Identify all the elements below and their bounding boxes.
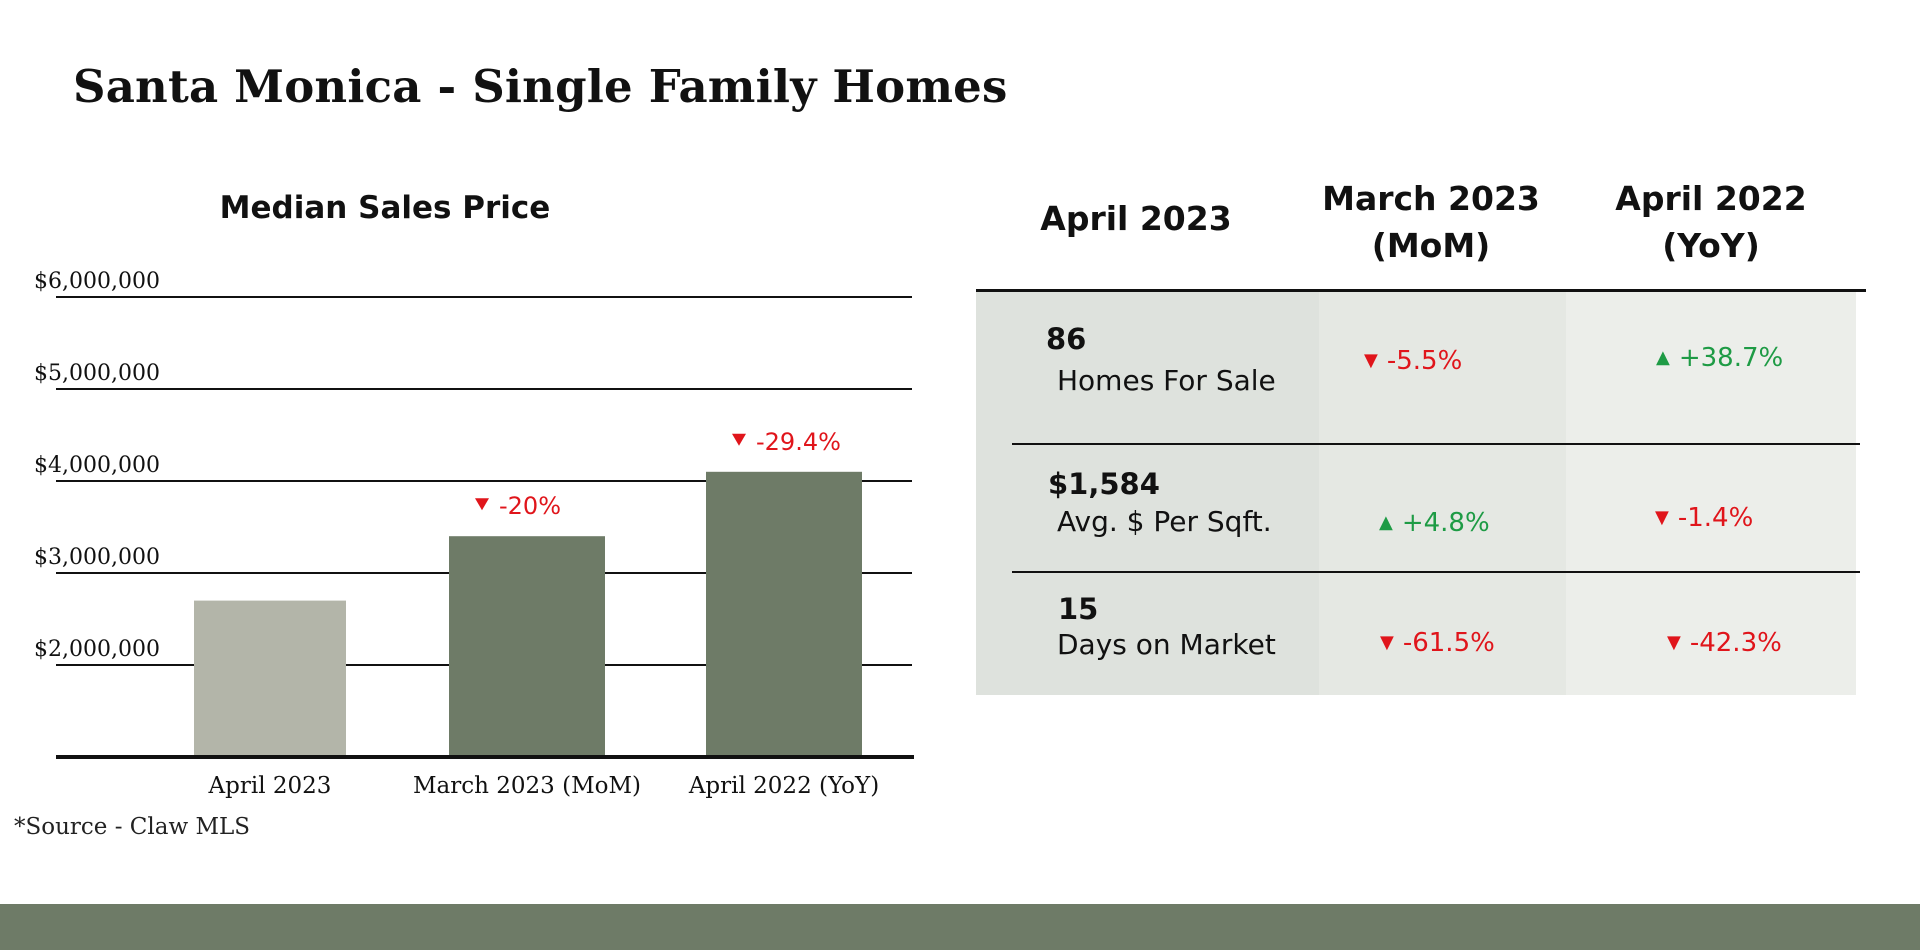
column-bg-current: [976, 292, 1319, 695]
bar: [706, 471, 862, 755]
bar: [194, 600, 346, 755]
triangle-down-icon: [732, 433, 746, 446]
column-bg-mom: [1319, 292, 1566, 695]
column-bg-yoy: [1566, 292, 1856, 695]
y-tick-label: $6,000,000: [34, 269, 160, 294]
homes-for-sale-label: Homes For Sale: [1057, 364, 1276, 397]
avg-price-per-sqft-mom-change: ▲ +4.8%: [1379, 508, 1490, 538]
header-divider: [976, 289, 1866, 292]
triangle-up-icon: ▲: [1379, 512, 1393, 533]
avg-price-per-sqft-yoy-change: ▼ -1.4%: [1655, 503, 1754, 533]
triangle-down-icon: [475, 498, 489, 511]
x-tick-label: April 2022 (YoY): [688, 773, 879, 799]
header-yoy: April 2022 (YoY): [1615, 179, 1807, 265]
homes-for-sale-yoy-change: ▲ +38.7%: [1656, 343, 1784, 373]
days-on-market-yoy-change: ▼ -42.3%: [1667, 628, 1782, 658]
triangle-up-icon: ▲: [1656, 347, 1670, 368]
y-tick-label: $3,000,000: [34, 545, 160, 570]
market-stats-table: April 2023 March 2023 (MoM) April 2022 (…: [976, 170, 1866, 695]
avg-price-per-sqft-value: $1,584: [1048, 467, 1160, 501]
y-tick-label: $4,000,000: [34, 453, 160, 478]
y-tick-label: $5,000,000: [34, 361, 160, 386]
triangle-down-icon: ▼: [1364, 350, 1378, 371]
chart-title: Median Sales Price: [219, 190, 551, 226]
bar-change-label: -20%: [499, 492, 561, 520]
x-tick-label: April 2023: [208, 773, 332, 799]
avg-price-per-sqft-label: Avg. $ Per Sqft.: [1057, 505, 1272, 538]
y-tick-label: $2,000,000: [34, 637, 160, 662]
homes-for-sale-value: 86: [1046, 322, 1087, 356]
header-current: April 2023: [1040, 199, 1232, 238]
row-divider: [1012, 443, 1860, 445]
x-tick-label: March 2023 (MoM): [413, 773, 641, 799]
bar-change-label: -29.4%: [756, 428, 841, 456]
bar: [449, 536, 605, 755]
days-on-market-value: 15: [1058, 592, 1099, 626]
median-sales-price-chart: $6,000,000 $5,000,000 $4,000,000 $3,000,000…: [34, 269, 914, 799]
triangle-down-icon: ▼: [1655, 507, 1669, 528]
page-title: Santa Monica - Single Family Homes: [73, 60, 1008, 113]
footer-band: [0, 904, 1920, 950]
header-mom: March 2023 (MoM): [1322, 179, 1540, 265]
days-on-market-label: Days on Market: [1057, 628, 1276, 661]
triangle-down-icon: ▼: [1380, 632, 1394, 653]
days-on-market-mom-change: ▼ -61.5%: [1380, 628, 1495, 658]
triangle-down-icon: ▼: [1667, 632, 1681, 653]
source-note: *Source - Claw MLS: [14, 814, 251, 840]
homes-for-sale-mom-change: ▼ -5.5%: [1364, 346, 1463, 376]
row-divider: [1012, 571, 1860, 573]
